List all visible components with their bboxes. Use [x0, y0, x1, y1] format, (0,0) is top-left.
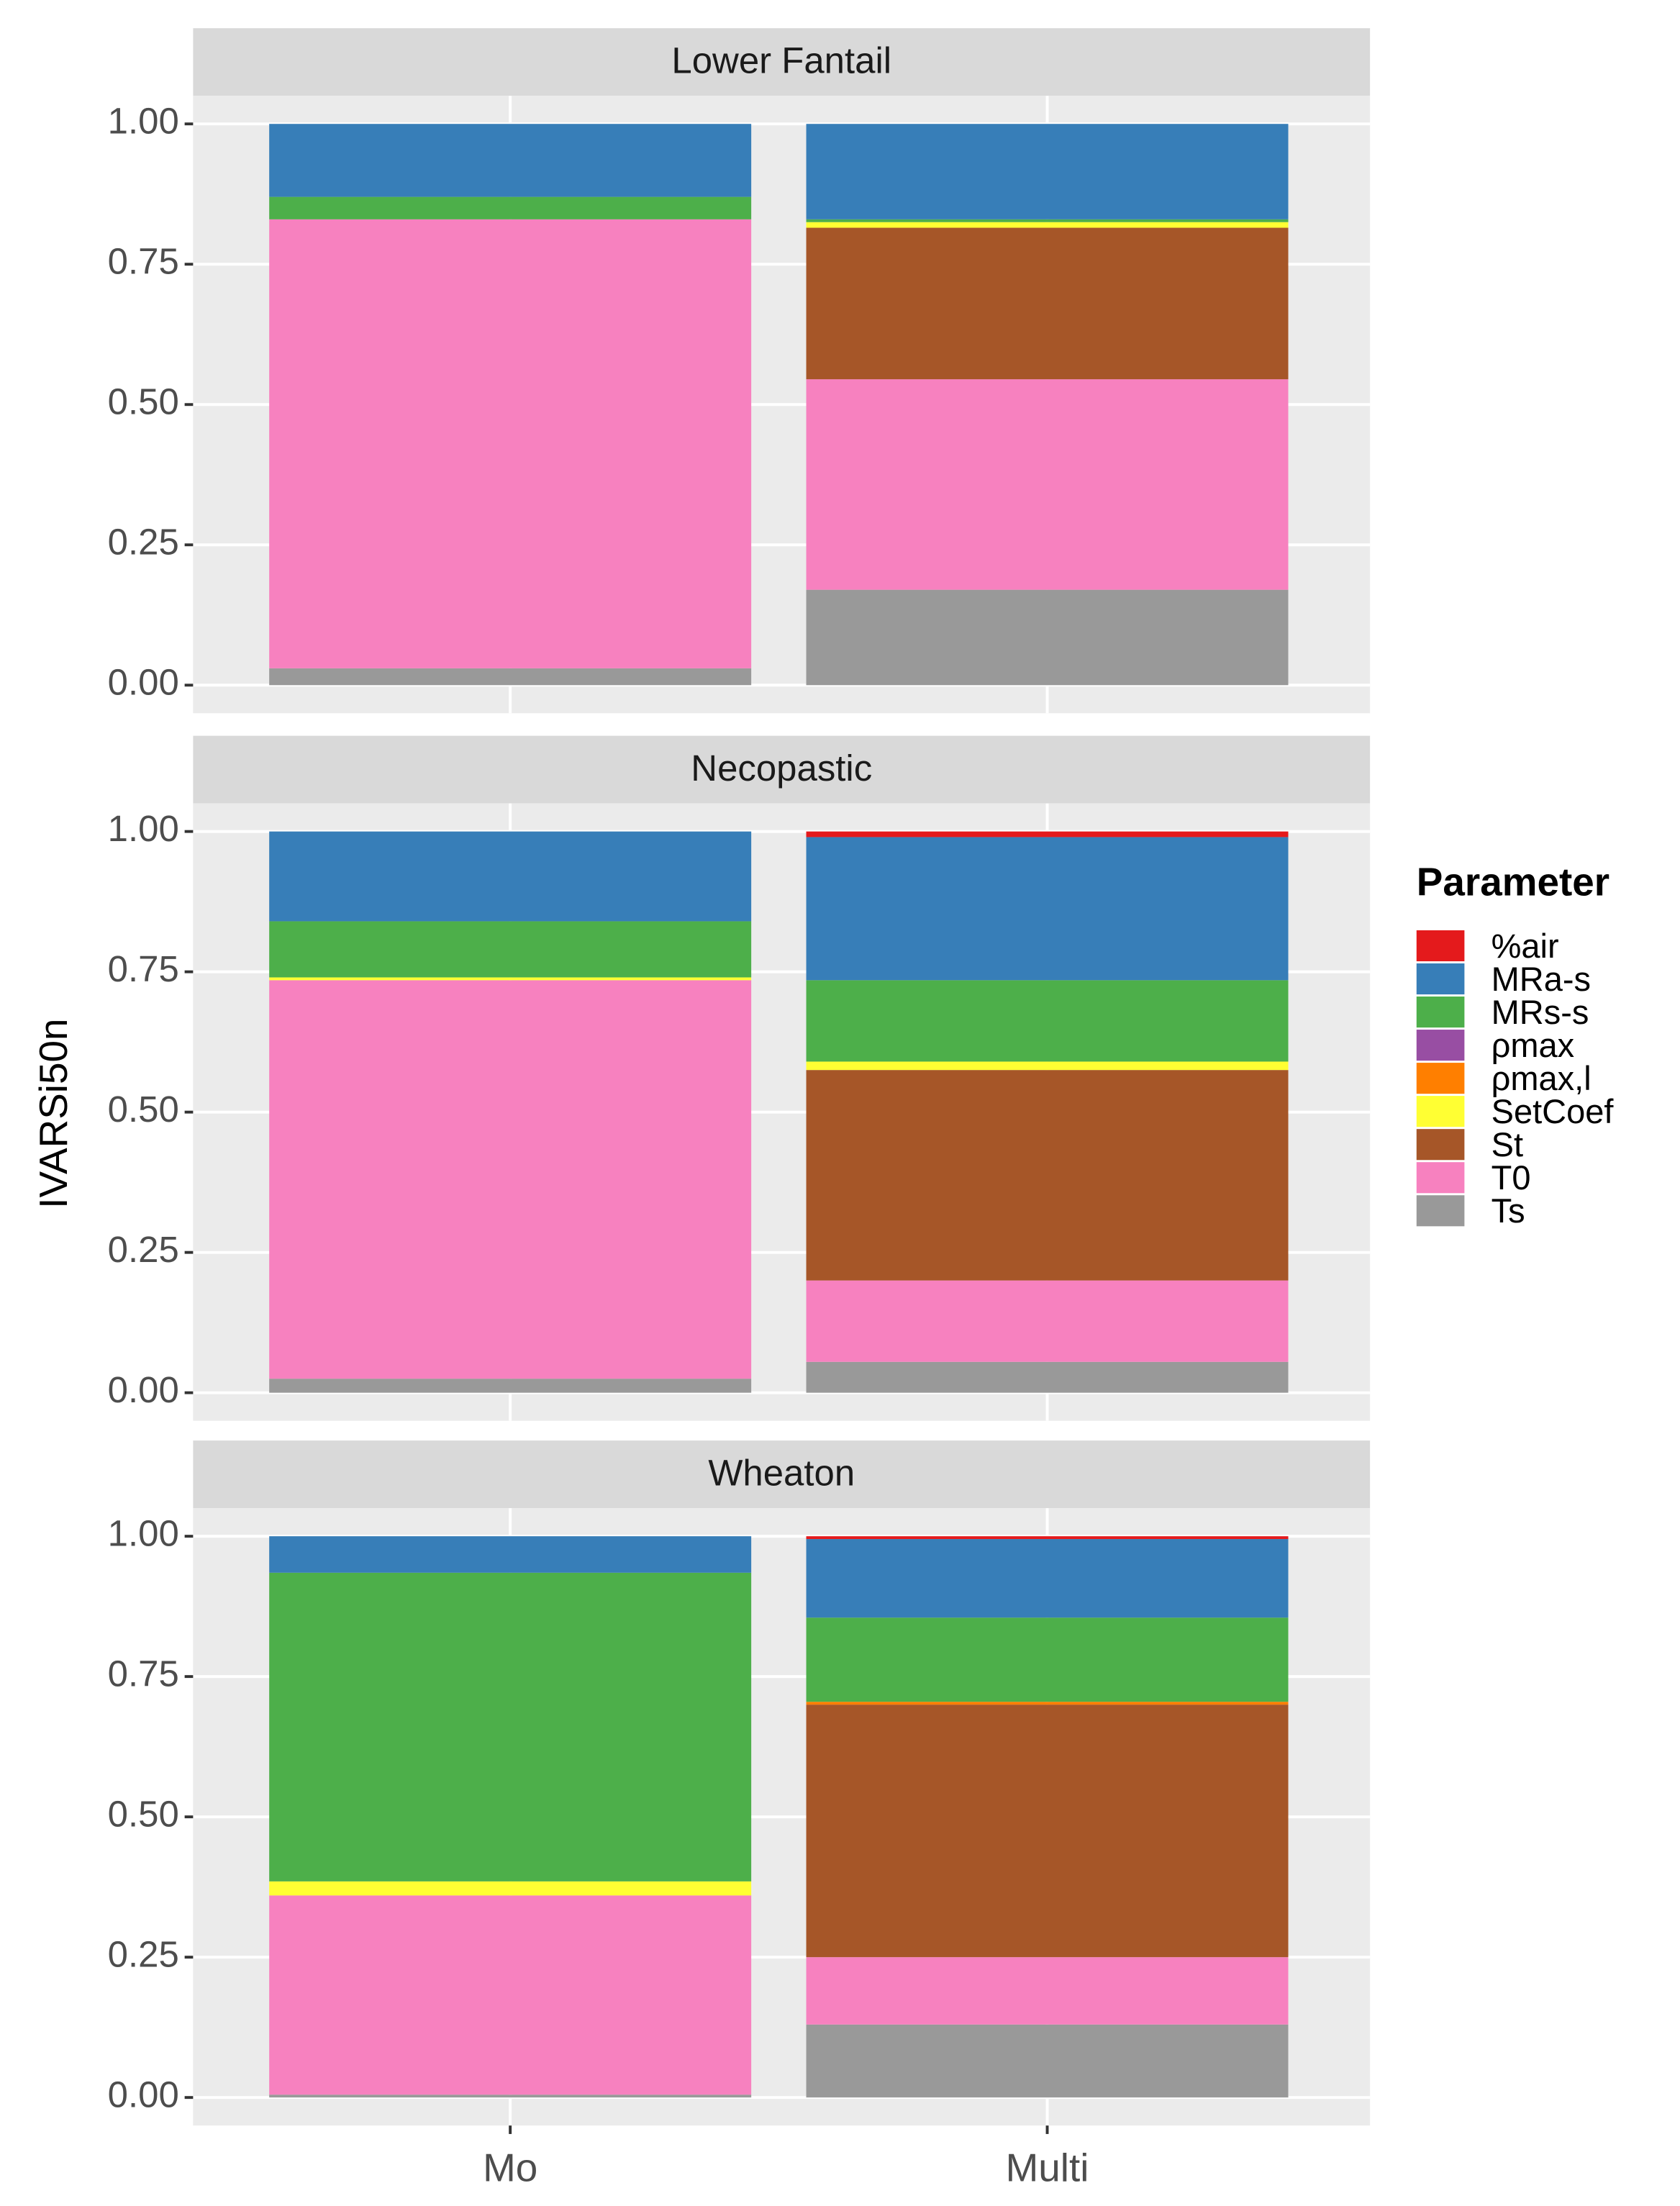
- facet-strip: [193, 735, 1371, 804]
- y-tick-label: 0.75: [108, 241, 179, 282]
- legend-label: ρmax,l: [1491, 1059, 1592, 1097]
- bar-segment: [269, 219, 752, 668]
- y-tick-label: 0.00: [108, 662, 179, 703]
- bar-segment: [806, 837, 1289, 981]
- facet-title: Necopastic: [691, 748, 872, 789]
- bar-segment: [269, 1572, 752, 1882]
- legend-key: [1416, 963, 1465, 995]
- legend-key: [1416, 1162, 1465, 1194]
- y-tick-label: 0.75: [108, 1653, 179, 1694]
- bar-segment: [806, 219, 1289, 222]
- y-tick-label: 0.25: [108, 522, 179, 563]
- legend-label: T0: [1491, 1158, 1531, 1197]
- y-tick-label: 0.50: [108, 381, 179, 422]
- bar-segment: [806, 222, 1289, 228]
- bar-segment: [806, 1617, 1289, 1702]
- bar-segment: [806, 379, 1289, 590]
- y-tick-label: 0.50: [108, 1089, 179, 1130]
- legend-key: [1416, 930, 1465, 962]
- y-tick-label: 1.00: [108, 1513, 179, 1554]
- facet-strip: [193, 1440, 1371, 1509]
- legend-key: [1416, 1129, 1465, 1161]
- bar-segment: [269, 1881, 752, 1896]
- legend-key: [1416, 1096, 1465, 1127]
- y-axis-title: IVARSi50n: [31, 1019, 76, 1209]
- y-tick-label: 0.25: [108, 1229, 179, 1270]
- legend-label: MRa-s: [1491, 960, 1591, 998]
- bar-segment: [806, 1705, 1289, 1958]
- bar-segment: [806, 980, 1289, 1062]
- bar-segment: [269, 980, 752, 1379]
- legend-label: SetCoef: [1491, 1092, 1615, 1130]
- y-tick-label: 0.75: [108, 948, 179, 989]
- x-tick-label: Mo: [483, 2145, 537, 2189]
- bar-segment: [806, 1957, 1289, 2025]
- bar-segment: [269, 668, 752, 686]
- bar-segment: [806, 589, 1289, 686]
- legend-label: St: [1491, 1125, 1523, 1163]
- legend-label: %air: [1491, 927, 1559, 965]
- legend-label: MRs-s: [1491, 993, 1589, 1031]
- bar-segment: [806, 1070, 1289, 1281]
- bar-segment: [806, 227, 1289, 380]
- legend-label: Ts: [1491, 1191, 1525, 1230]
- bar-segment: [269, 124, 752, 197]
- legend-key: [1416, 997, 1465, 1028]
- y-tick-label: 1.00: [108, 101, 179, 142]
- bar-segment: [269, 977, 752, 981]
- bar-segment: [806, 1280, 1289, 1362]
- legend-label: ρmax: [1491, 1026, 1575, 1064]
- y-tick-label: 0.00: [108, 1369, 179, 1410]
- bar-segment: [806, 124, 1289, 219]
- y-tick-label: 0.25: [108, 1934, 179, 1975]
- legend-key: [1416, 1195, 1465, 1227]
- plot: IVARSi50n Parameter Lower Fantail 0.00 0.2…: [31, 28, 1615, 2189]
- facet-title: Wheaton: [708, 1453, 855, 1494]
- bar-segment: [269, 2094, 752, 2098]
- y-tick-label: 0.00: [108, 2074, 179, 2115]
- facet-strip: [193, 28, 1371, 96]
- x-tick-label: Multi: [1006, 2145, 1089, 2189]
- bar-segment: [806, 831, 1289, 838]
- bar-segment: [269, 1379, 752, 1393]
- bar-segment: [806, 1702, 1289, 1705]
- facet-title: Lower Fantail: [671, 40, 891, 81]
- legend-key: [1416, 1063, 1465, 1094]
- bar-segment: [269, 196, 752, 219]
- bar-segment: [806, 1539, 1289, 1618]
- bar-segment: [269, 1536, 752, 1573]
- bar-segment: [806, 1536, 1289, 1540]
- bar-segment: [806, 1061, 1289, 1071]
- bar-segment: [269, 921, 752, 978]
- y-tick-label: 1.00: [108, 808, 179, 849]
- y-tick-label: 0.50: [108, 1794, 179, 1835]
- bar-segment: [269, 1895, 752, 2095]
- bar-segment: [806, 1361, 1289, 1393]
- bar-segment: [806, 2024, 1289, 2098]
- bar-segment: [269, 831, 752, 922]
- legend-title: Parameter: [1417, 860, 1609, 904]
- legend-key: [1416, 1030, 1465, 1061]
